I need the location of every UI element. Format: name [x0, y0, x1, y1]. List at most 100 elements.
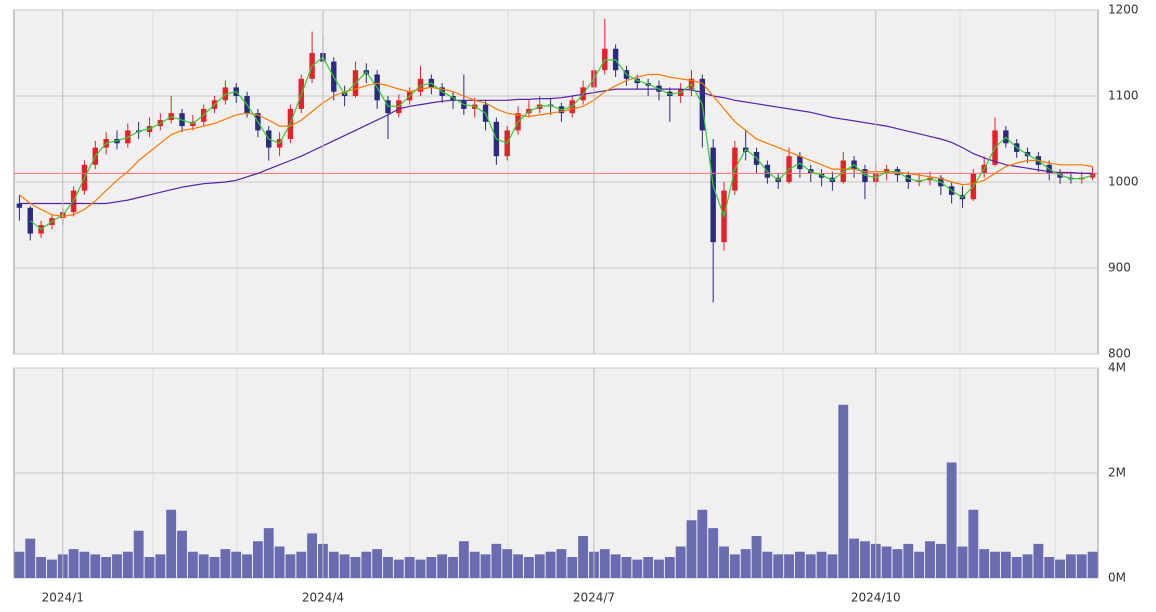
volume-bar	[263, 528, 274, 578]
volume-bar	[935, 543, 946, 578]
volume-bar	[751, 536, 762, 578]
volume-bar	[274, 546, 285, 578]
volume-bar	[383, 557, 393, 578]
volume-bar	[437, 554, 448, 578]
volume-bar	[849, 538, 860, 578]
volume-bar	[480, 554, 491, 578]
volume-bar	[794, 551, 805, 578]
volume-bar	[946, 462, 957, 578]
y-tick-label: 1200	[1108, 3, 1139, 17]
volume-bar	[957, 546, 968, 578]
volume-bar	[925, 541, 935, 578]
volume-bar	[198, 554, 209, 578]
volume-bar	[328, 551, 339, 578]
y-tick-label: 1000	[1108, 175, 1139, 189]
volume-bar	[860, 541, 870, 578]
y-tick-label: 2M	[1108, 466, 1126, 480]
volume-bar	[296, 551, 307, 578]
volume-bar	[1087, 551, 1098, 578]
volume-bar	[25, 538, 36, 578]
y-tick-label: 0M	[1108, 571, 1126, 585]
volume-bar	[545, 551, 556, 578]
volume-bar	[155, 554, 166, 578]
volume-bar	[990, 551, 1000, 578]
volume-bar	[361, 551, 372, 578]
volume-bar	[68, 549, 79, 578]
volume-bar	[534, 554, 545, 578]
volume-bar	[632, 559, 643, 578]
x-tick-label: 2024/7	[573, 591, 615, 605]
volume-bar	[1065, 554, 1076, 578]
candle-body	[710, 147, 716, 243]
volume-bar	[307, 533, 318, 578]
volume-bar	[740, 549, 751, 578]
volume-bar	[805, 554, 816, 578]
volume-bar	[664, 557, 675, 578]
volume-bar	[458, 541, 469, 578]
volume-bar	[599, 549, 610, 578]
volume-bar	[1011, 557, 1022, 578]
volume-bar	[491, 543, 502, 578]
moving-average-line	[29, 56, 1093, 231]
volume-bar	[773, 554, 784, 578]
volume-bar	[903, 543, 914, 578]
volume-bar	[979, 549, 990, 578]
volume-bar	[708, 528, 719, 578]
y-tick-label: 900	[1108, 261, 1131, 275]
volume-bar	[892, 549, 903, 578]
volume-bar	[914, 551, 925, 578]
y-tick-label: 1100	[1108, 89, 1139, 103]
volume-bar	[1044, 557, 1055, 578]
y-tick-label: 800	[1108, 347, 1131, 361]
volume-bar	[350, 557, 361, 578]
volume-bar	[372, 549, 383, 578]
volume-bar	[1055, 559, 1065, 578]
volume-bar	[827, 554, 838, 578]
volume-bar	[144, 557, 155, 578]
volume-bar	[79, 551, 90, 578]
volume-bar	[285, 554, 296, 578]
volume-bar	[523, 557, 534, 578]
volume-bar	[415, 559, 426, 578]
volume-bar	[166, 509, 177, 578]
volume-bar	[621, 557, 632, 578]
volume-bar	[112, 554, 122, 578]
volume-bar	[675, 546, 686, 578]
volume-bar	[567, 557, 578, 578]
volume-bar	[448, 557, 458, 578]
y-tick-label: 4M	[1108, 361, 1126, 375]
volume-bar	[242, 554, 252, 578]
volume-bar	[393, 559, 404, 578]
volume-bar	[697, 509, 708, 578]
volume-bar	[729, 554, 740, 578]
volume-bar	[177, 530, 187, 578]
volume-bar	[654, 559, 664, 578]
volume-bar	[231, 551, 242, 578]
volume-bar	[643, 557, 654, 578]
volume-bar	[762, 551, 773, 578]
volume-bar	[686, 520, 697, 578]
volume-bar	[36, 557, 47, 578]
volume-bar	[1000, 551, 1011, 578]
volume-bar	[1022, 554, 1033, 578]
volume-bar	[252, 541, 263, 578]
volume-bar	[187, 551, 198, 578]
volume-bar	[556, 549, 567, 578]
x-tick-label: 2024/4	[302, 591, 344, 605]
volume-bar	[881, 546, 892, 578]
volume-bar	[1076, 554, 1087, 578]
volume-bar	[133, 530, 144, 578]
volume-bar	[90, 554, 101, 578]
volume-bar	[784, 554, 794, 578]
moving-average-line	[19, 73, 1093, 218]
volume-bar	[47, 559, 57, 578]
volume-bar	[101, 557, 112, 578]
volume-bar	[502, 549, 513, 578]
candle-body	[27, 207, 33, 234]
volume-bar	[14, 551, 25, 578]
volume-bar	[610, 554, 621, 578]
volume-bar	[209, 557, 220, 578]
volume-bar	[838, 404, 849, 578]
volume-bar	[469, 551, 480, 578]
